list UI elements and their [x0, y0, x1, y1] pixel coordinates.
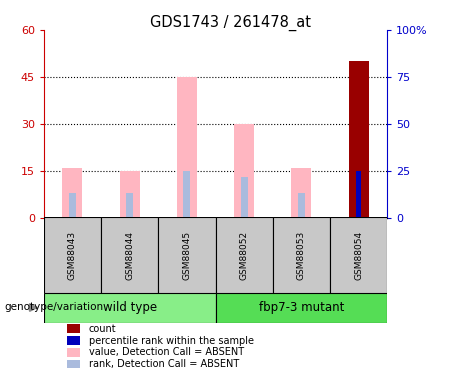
Text: genotype/variation: genotype/variation	[5, 303, 104, 312]
Bar	[298, 192, 305, 217]
Bar	[101, 217, 158, 292]
Bar	[158, 217, 215, 292]
Bar	[67, 324, 80, 333]
Text: count: count	[89, 324, 117, 334]
Text: GSM88045: GSM88045	[183, 230, 191, 280]
Bar	[69, 192, 76, 217]
Bar	[241, 177, 248, 218]
Text: GSM88044: GSM88044	[125, 231, 134, 279]
Bar	[183, 171, 190, 217]
Text: rank, Detection Call = ABSENT: rank, Detection Call = ABSENT	[89, 359, 239, 369]
Bar	[330, 217, 387, 292]
Bar	[291, 168, 311, 217]
Text: GSM88054: GSM88054	[354, 230, 363, 280]
Bar	[356, 171, 361, 217]
Bar	[234, 124, 254, 218]
Bar	[273, 217, 330, 292]
Bar	[120, 171, 140, 217]
Text: GDS1743 / 261478_at: GDS1743 / 261478_at	[150, 14, 311, 31]
Text: wild type: wild type	[103, 301, 157, 314]
Bar	[67, 348, 80, 357]
Text: GSM88053: GSM88053	[297, 230, 306, 280]
Bar	[215, 292, 387, 322]
Bar	[44, 292, 215, 322]
Text: GSM88043: GSM88043	[68, 230, 77, 280]
Bar	[177, 77, 197, 218]
Bar	[349, 61, 369, 217]
Bar	[62, 168, 83, 217]
Text: percentile rank within the sample: percentile rank within the sample	[89, 336, 254, 345]
Text: fbp7-3 mutant: fbp7-3 mutant	[259, 301, 344, 314]
Bar	[67, 336, 80, 345]
Text: value, Detection Call = ABSENT: value, Detection Call = ABSENT	[89, 347, 244, 357]
Bar	[126, 192, 133, 217]
Text: GSM88052: GSM88052	[240, 230, 248, 280]
Bar	[67, 360, 80, 368]
Bar	[44, 217, 101, 292]
Bar	[215, 217, 273, 292]
